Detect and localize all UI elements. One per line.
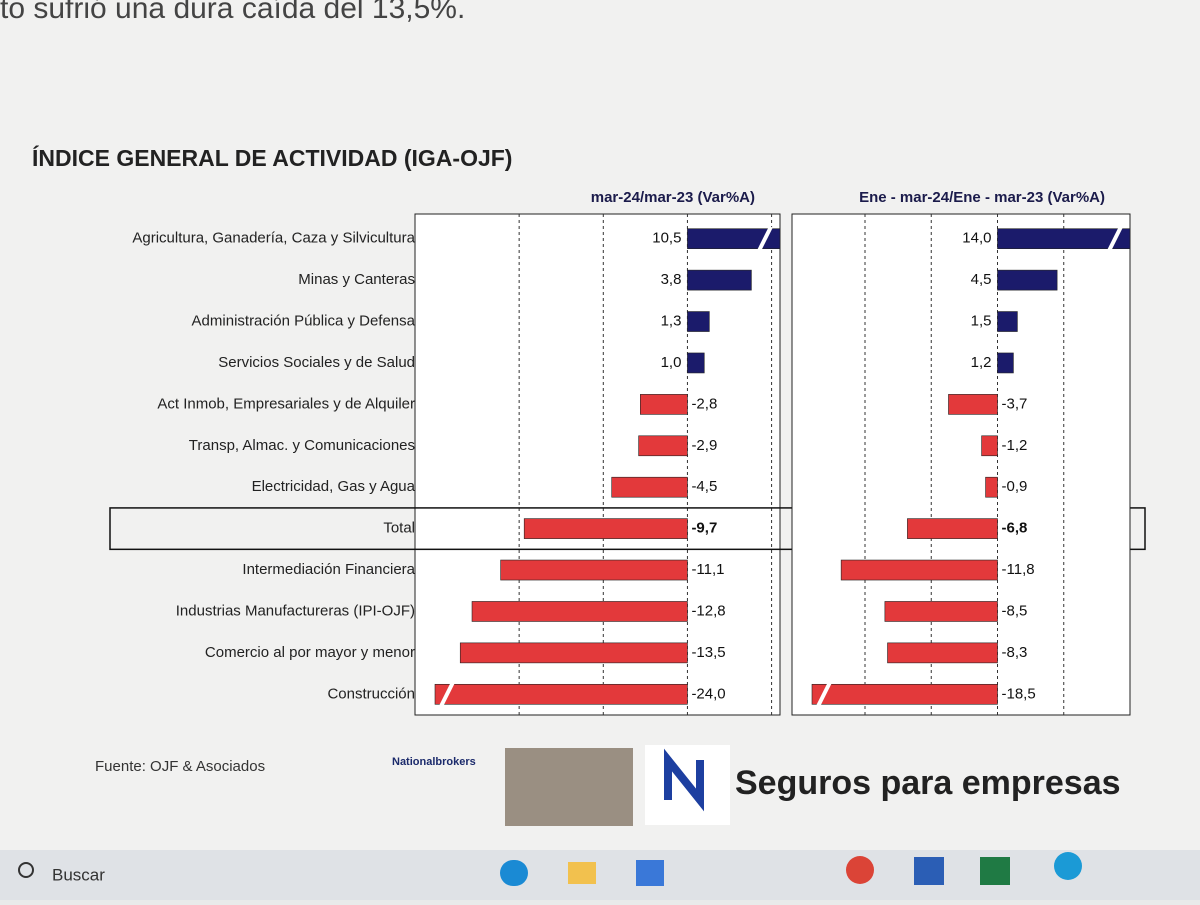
bar	[948, 394, 998, 415]
bar	[611, 476, 688, 498]
bar	[687, 352, 705, 374]
source: Fuente: OJF & Asociados	[95, 758, 265, 775]
value-label: 3,8	[661, 271, 682, 288]
bar	[640, 394, 688, 415]
bar	[687, 311, 710, 332]
bar	[687, 269, 752, 291]
bar	[687, 228, 781, 250]
value-label: -0,9	[1002, 478, 1028, 495]
value-label: -6,8	[1002, 520, 1028, 537]
highlight-box	[109, 507, 1146, 551]
search-icon[interactable]	[18, 862, 34, 878]
value-label: 1,3	[661, 313, 682, 330]
category-label: Construcción	[327, 685, 415, 702]
category-label: Electricidad, Gas y Agua	[252, 478, 416, 495]
taskbar-search[interactable]: Buscar	[52, 865, 105, 884]
category-label: Comercio al por mayor y menor	[205, 644, 415, 661]
value-label: -2,9	[691, 437, 717, 454]
axis-break	[816, 681, 832, 708]
excel-icon[interactable]	[980, 857, 1010, 885]
value-label: 4,5	[971, 271, 992, 288]
value-label: -8,3	[1002, 644, 1028, 661]
word-icon[interactable]	[914, 857, 944, 885]
value-label: -12,8	[691, 602, 725, 619]
chart-heading: ÍNDICE GENERAL DE ACTIVIDAD (IGA-OJF)	[32, 144, 512, 171]
value-label: -13,5	[691, 644, 725, 661]
value-label: -11,1	[691, 561, 724, 578]
value-label: -18,5	[1002, 685, 1036, 702]
bar	[997, 228, 1131, 250]
bar	[523, 518, 688, 539]
category-label: Transp, Almac. y Comunicaciones	[189, 437, 415, 454]
category-label: Industrias Manufactureras (IPI-OJF)	[176, 602, 415, 619]
category-label: Minas y Canteras	[298, 271, 415, 288]
value-label: 1,0	[661, 354, 682, 371]
axis-break	[439, 681, 455, 708]
bar	[471, 601, 688, 622]
bar	[459, 642, 688, 664]
store-icon[interactable]	[636, 860, 664, 886]
value-label: -24,0	[691, 685, 725, 702]
value-label: 10,5	[652, 230, 681, 247]
bar	[887, 642, 998, 664]
value-label: -4,5	[691, 478, 717, 495]
edge-icon[interactable]	[500, 860, 528, 886]
panel-subtitle: mar-24/mar-23 (Var%A)	[591, 189, 755, 206]
value-label: -1,2	[1002, 437, 1028, 454]
bar	[638, 435, 688, 457]
bar	[997, 269, 1058, 291]
value-label: -11,8	[1002, 561, 1035, 578]
article-text: to sufrió una dura caída del 13,5%.	[0, 0, 465, 25]
plot-frame	[791, 213, 1131, 716]
category-label: Act Inmob, Empresariales y de Alquiler	[157, 395, 415, 412]
bar	[434, 683, 688, 705]
value-label: 1,5	[971, 313, 992, 330]
bar	[811, 683, 998, 705]
bar	[884, 601, 998, 622]
category-label: Administración Pública y Defensa	[192, 313, 416, 330]
bar	[997, 311, 1018, 332]
value-label: -3,7	[1002, 395, 1028, 412]
chrome-icon[interactable]	[846, 856, 874, 884]
plot-frame	[414, 213, 781, 716]
value-label: -2,8	[691, 395, 717, 412]
bar	[981, 435, 998, 457]
panel-subtitle: Ene - mar-24/Ene - mar-23 (Var%A)	[859, 189, 1105, 206]
ad-brand: Nationalbrokers	[392, 756, 476, 768]
taskbar	[0, 850, 1200, 900]
category-label: Servicios Sociales y de Salud	[218, 354, 415, 371]
category-label: Intermediación Financiera	[242, 561, 415, 578]
value-label: 1,2	[971, 354, 992, 371]
ad-image	[505, 748, 633, 826]
axis-break	[1107, 225, 1123, 252]
value-label: 14,0	[962, 230, 991, 247]
category-label: Agricultura, Ganadería, Caza y Silvicult…	[132, 230, 415, 247]
value-label: -8,5	[1002, 602, 1028, 619]
category-label: Total	[383, 520, 415, 537]
bar	[997, 352, 1014, 374]
axis-break	[757, 225, 773, 252]
ad-headline: Seguros para empresas	[735, 764, 1121, 802]
ad-logo	[664, 748, 704, 812]
folder-icon[interactable]	[568, 862, 596, 884]
skype-icon[interactable]	[1054, 852, 1082, 880]
bar	[500, 559, 688, 581]
bar	[985, 476, 998, 498]
bar	[907, 518, 998, 539]
value-label: -9,7	[691, 520, 717, 537]
bar	[840, 559, 998, 581]
